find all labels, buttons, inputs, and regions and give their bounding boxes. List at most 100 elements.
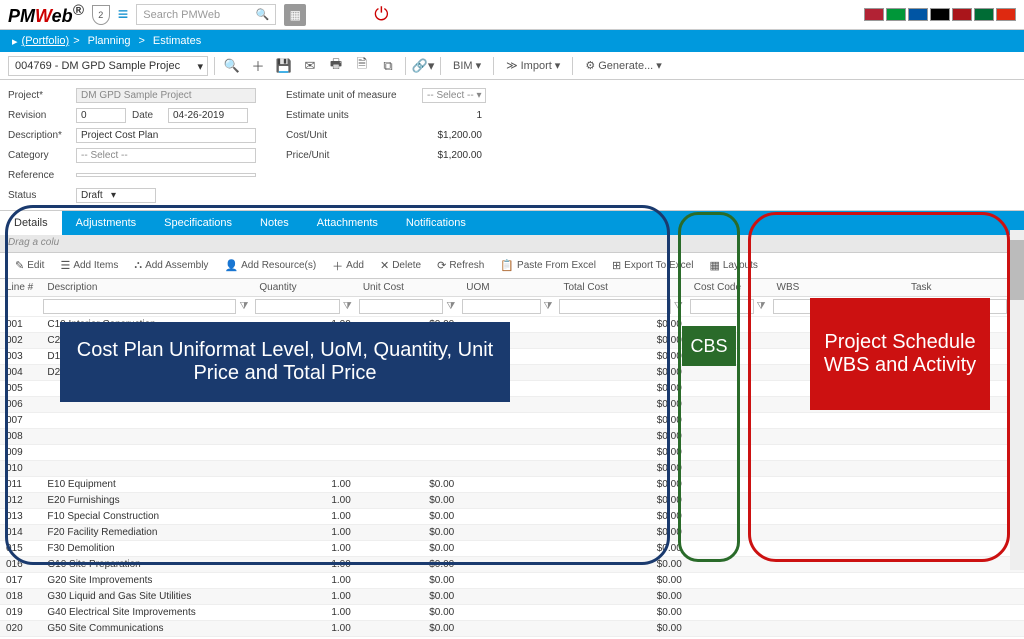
- filter-unit-cost[interactable]: ⧩: [357, 297, 460, 317]
- date-field[interactable]: 04-26-2019: [168, 108, 248, 123]
- edit-button[interactable]: ✎Edit: [8, 256, 51, 275]
- col-header-unit-cost[interactable]: Unit Cost: [357, 279, 460, 297]
- funnel-icon[interactable]: ⧩: [443, 301, 458, 312]
- filter-input[interactable]: [255, 299, 340, 314]
- zoom-icon[interactable]: 🔍: [221, 55, 243, 77]
- description-field[interactable]: Project Cost Plan: [76, 128, 256, 143]
- table-row[interactable]: 015F30 Demolition1.00$0.00$0.00: [0, 541, 1024, 557]
- cell: [771, 429, 905, 445]
- flag-icon[interactable]: [864, 8, 884, 21]
- generate-dropdown[interactable]: ⚙ Generate... ▾: [579, 56, 667, 75]
- funnel-icon[interactable]: ⧩: [340, 301, 355, 312]
- filter-input[interactable]: [462, 299, 540, 314]
- new-icon[interactable]: ＋: [247, 55, 269, 77]
- flag-icon[interactable]: [886, 8, 906, 21]
- flag-icon[interactable]: [974, 8, 994, 21]
- reference-field[interactable]: [76, 173, 256, 177]
- cell: $0.00: [557, 333, 687, 349]
- breadcrumb-caret-icon[interactable]: ▸: [12, 35, 18, 48]
- layouts-button[interactable]: ▦Layouts: [702, 256, 764, 275]
- col-header-total-cost[interactable]: Total Cost: [557, 279, 687, 297]
- table-row[interactable]: 014F20 Facility Remediation1.00$0.00$0.0…: [0, 525, 1024, 541]
- funnel-icon[interactable]: ⧩: [754, 301, 769, 312]
- col-header-line[interactable]: Line #: [0, 279, 41, 297]
- status-select[interactable]: Draft ▾: [76, 188, 156, 203]
- table-row[interactable]: 010$0.00: [0, 461, 1024, 477]
- flag-icon[interactable]: [952, 8, 972, 21]
- import-dropdown[interactable]: ≫ Import ▾: [500, 56, 566, 75]
- project-field[interactable]: DM GPD Sample Project: [76, 88, 256, 103]
- table-row[interactable]: 007$0.00: [0, 413, 1024, 429]
- calendar-icon[interactable]: ▦: [284, 4, 306, 26]
- filter-quantity[interactable]: ⧩: [253, 297, 356, 317]
- search-icon[interactable]: 🔍: [256, 8, 270, 21]
- table-row[interactable]: 017G20 Site Improvements1.00$0.00$0.00: [0, 573, 1024, 589]
- col-header-wbs[interactable]: WBS: [771, 279, 905, 297]
- add-resources-button[interactable]: 👤Add Resource(s): [217, 256, 323, 275]
- funnel-icon[interactable]: ⧩: [541, 301, 556, 312]
- table-row[interactable]: 018G30 Liquid and Gas Site Utilities1.00…: [0, 589, 1024, 605]
- tab-notes[interactable]: Notes: [246, 211, 303, 235]
- eum-select[interactable]: -- Select -- ▾: [422, 88, 486, 103]
- add-assembly-button[interactable]: ⛬Add Assembly: [127, 256, 215, 275]
- bim-dropdown[interactable]: BIM ▾: [447, 56, 487, 75]
- doc-icon[interactable]: 🗎: [351, 55, 373, 77]
- filter-input[interactable]: [43, 299, 236, 314]
- print-icon[interactable]: 🖶: [325, 55, 347, 77]
- flag-icon[interactable]: [930, 8, 950, 21]
- tab-specifications[interactable]: Specifications: [150, 211, 246, 235]
- breadcrumb-estimates[interactable]: Estimates: [153, 35, 201, 47]
- table-row[interactable]: 013F10 Special Construction1.00$0.00$0.0…: [0, 509, 1024, 525]
- table-row[interactable]: 008$0.00: [0, 429, 1024, 445]
- menu-icon[interactable]: ≡: [118, 4, 129, 25]
- scrollbar-thumb[interactable]: [1010, 240, 1024, 300]
- add-items-button[interactable]: ☰Add Items: [53, 256, 125, 275]
- delete-button[interactable]: ✕Delete: [373, 256, 428, 275]
- flag-icon[interactable]: [908, 8, 928, 21]
- filter-cost-code[interactable]: ⧩: [688, 297, 771, 317]
- filter-total-cost[interactable]: ⧩: [557, 297, 687, 317]
- vertical-scrollbar[interactable]: [1010, 230, 1024, 570]
- breadcrumb-root[interactable]: (Portfolio): [22, 35, 70, 47]
- col-header-cost-code[interactable]: Cost Code: [688, 279, 771, 297]
- filter-input[interactable]: [690, 299, 754, 314]
- add-button[interactable]: ＋Add: [325, 255, 371, 277]
- flag-icon[interactable]: [996, 8, 1016, 21]
- tab-notifications[interactable]: Notifications: [392, 211, 480, 235]
- col-header-task[interactable]: Task: [905, 279, 1024, 297]
- group-hint[interactable]: Drag a colu: [0, 235, 1024, 253]
- power-icon[interactable]: ⏻: [374, 4, 388, 25]
- table-row[interactable]: 009$0.00: [0, 445, 1024, 461]
- revision-field[interactable]: 0: [76, 108, 126, 123]
- table-row[interactable]: 012E20 Furnishings1.00$0.00$0.00: [0, 493, 1024, 509]
- col-header-uom[interactable]: UOM: [460, 279, 557, 297]
- table-row[interactable]: 011E10 Equipment1.00$0.00$0.00: [0, 477, 1024, 493]
- funnel-icon[interactable]: ⧩: [671, 301, 686, 312]
- link-icon[interactable]: 🔗▾: [412, 55, 434, 77]
- tab-attachments[interactable]: Attachments: [303, 211, 392, 235]
- breadcrumb-planning[interactable]: Planning: [88, 35, 131, 47]
- record-selector[interactable]: 004769 - DM GPD Sample Projec: [8, 56, 208, 76]
- col-header-description[interactable]: Description: [41, 279, 253, 297]
- export-excel-button[interactable]: ⊞Export To Excel: [605, 256, 701, 275]
- tab-adjustments[interactable]: Adjustments: [62, 211, 151, 235]
- refresh-button[interactable]: ⟳Refresh: [430, 256, 491, 275]
- copy-icon[interactable]: ⧉: [377, 55, 399, 77]
- filter-description[interactable]: ⧩: [41, 297, 253, 317]
- col-header-quantity[interactable]: Quantity: [253, 279, 356, 297]
- filter-input[interactable]: [359, 299, 444, 314]
- table-row[interactable]: 020G50 Site Communications1.00$0.00$0.00: [0, 621, 1024, 637]
- shield-badge[interactable]: 2: [92, 5, 110, 25]
- filter-uom[interactable]: ⧩: [460, 297, 557, 317]
- funnel-icon[interactable]: ⧩: [236, 301, 251, 312]
- paste-excel-button[interactable]: 📋Paste From Excel: [493, 256, 603, 275]
- mail-icon[interactable]: ✉: [299, 55, 321, 77]
- table-row[interactable]: 016G10 Site Preparation1.00$0.00$0.00: [0, 557, 1024, 573]
- table-row[interactable]: 019G40 Electrical Site Improvements1.00$…: [0, 605, 1024, 621]
- category-select[interactable]: -- Select --: [76, 148, 256, 163]
- tab-details[interactable]: Details: [0, 211, 62, 235]
- save-icon[interactable]: 💾: [273, 55, 295, 77]
- filter-input[interactable]: [559, 299, 670, 314]
- search-input[interactable]: Search PMWeb 🔍: [136, 4, 276, 25]
- filter-line[interactable]: [0, 297, 41, 317]
